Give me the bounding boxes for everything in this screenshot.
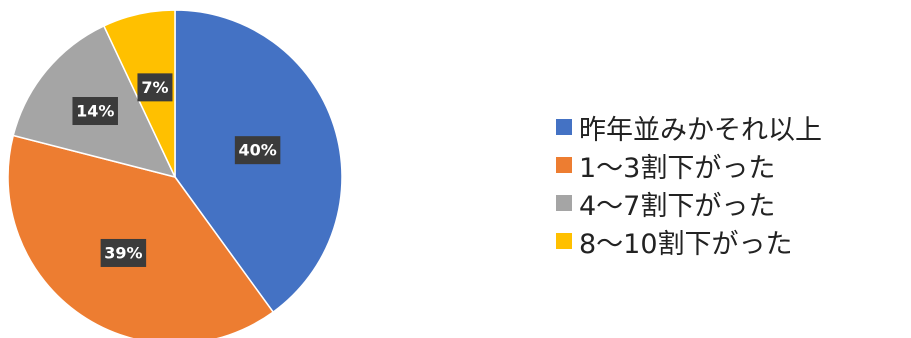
data-label-text: 7% (141, 78, 168, 97)
legend-label: 昨年並みかそれ以上 (579, 108, 822, 147)
data-label-text: 40% (238, 141, 276, 160)
data-label: 40% (235, 136, 281, 164)
data-label: 14% (72, 97, 118, 125)
chart-legend: 昨年並みかそれ以上 1～3割下がった 4～7割下がった 8～10割下がった (556, 108, 822, 260)
legend-item: 昨年並みかそれ以上 (556, 108, 822, 146)
legend-item: 8～10割下がった (556, 222, 822, 260)
legend-label: 1～3割下がった (579, 146, 775, 185)
legend-item: 4～7割下がった (556, 184, 822, 222)
data-label-text: 14% (76, 102, 114, 121)
legend-label: 4～7割下がった (579, 184, 775, 223)
legend-swatch (556, 195, 572, 211)
legend-item: 1～3割下がった (556, 146, 822, 184)
legend-swatch (556, 233, 572, 249)
data-label: 39% (101, 239, 147, 267)
data-label-text: 39% (104, 243, 142, 262)
legend-label: 8～10割下がった (579, 222, 793, 261)
data-label: 7% (137, 73, 172, 101)
legend-swatch (556, 119, 572, 135)
legend-swatch (556, 157, 572, 173)
